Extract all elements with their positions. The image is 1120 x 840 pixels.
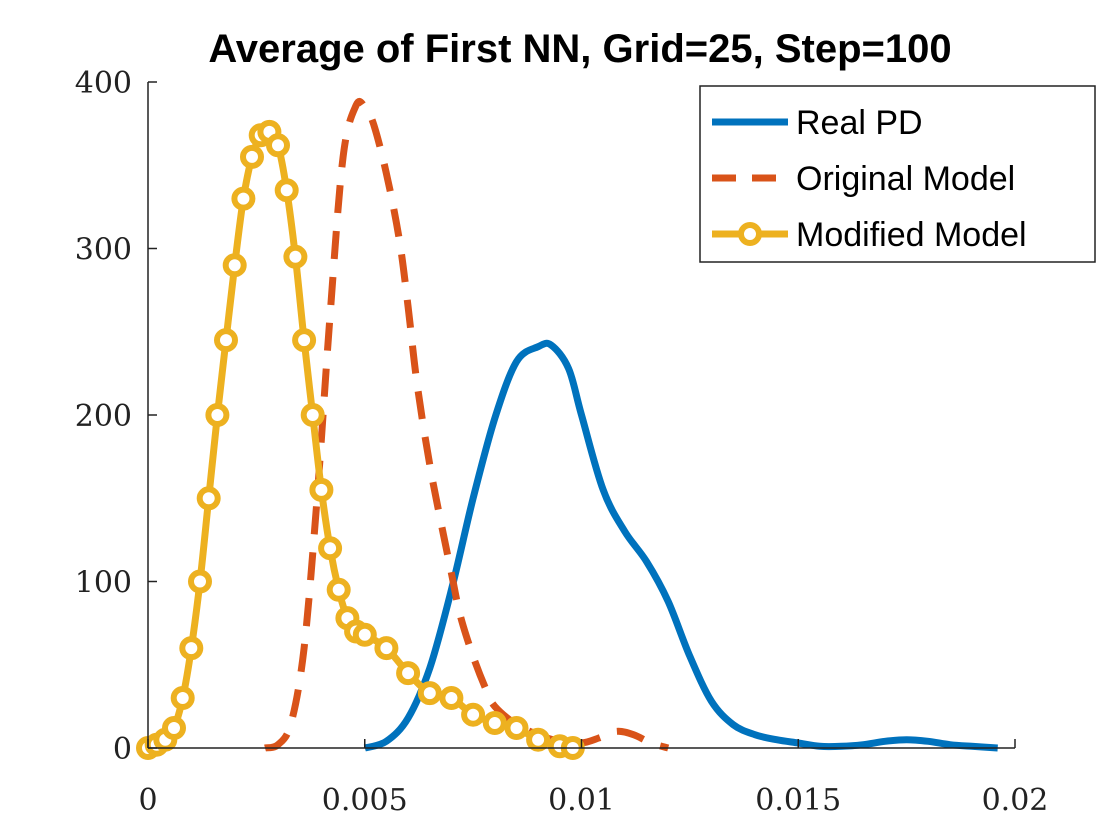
data-point-modified-model [417,681,442,706]
data-point-modified-model [504,716,529,740]
data-point-modified-model [205,403,230,427]
data-point-modified-model [240,144,264,169]
data-point-modified-model [222,253,247,278]
data-point-modified-model [162,716,186,740]
x-tick-label: 0.02 [982,783,1049,818]
data-point-modified-model [214,328,238,353]
data-point-modified-model [274,178,299,203]
axes: 0 0.005 0.01 0.015 0.02 0 100 200 300 400 [75,66,1049,818]
legend-label-original-model: Original Model [796,160,1015,198]
x-tick-label: 0.005 [322,783,408,818]
data-point-modified-model [482,711,507,735]
data-point-modified-model [266,133,290,158]
chart-title: Average of First NN, Grid=25, Step=100 [208,27,951,71]
data-point-modified-model [318,536,343,561]
data-point-modified-model [309,477,334,502]
y-tick-label: 400 [75,66,132,101]
data-point-modified-model [292,328,317,353]
data-point-modified-model [396,661,421,686]
data-point-modified-model [179,636,204,661]
data-point-modified-model [352,622,377,647]
data-point-modified-model [196,486,221,511]
data-point-modified-model [188,569,212,594]
x-tick-label: 0.015 [755,783,841,818]
data-point-modified-model [439,686,464,710]
y-tick-label: 0 [113,732,132,767]
plot-area [136,97,998,760]
data-point-modified-model [300,403,325,427]
y-tick-label: 100 [75,566,132,601]
data-point-modified-model [283,244,308,269]
legend-marker-modified-model [738,222,762,246]
series-line-modified-model [146,127,574,752]
data-point-modified-model [326,577,351,602]
legend-label-real-pd: Real PD [796,104,923,142]
data-point-modified-model [170,686,195,710]
series-line-original-model [264,97,670,752]
legend: Real PD Original Model Modified Model [699,85,1096,263]
y-tick-label: 200 [75,399,132,434]
x-tick-label: 0.01 [548,783,615,818]
data-point-modified-model [231,186,256,211]
y-tick-label: 300 [75,233,132,268]
data-point-modified-model [461,702,486,727]
data-point-modified-model [526,727,551,752]
series-line-real-pd [363,339,998,752]
legend-label-modified-model: Modified Model [796,216,1027,254]
data-point-modified-model [374,636,399,661]
x-tick-label: 0 [138,783,157,818]
